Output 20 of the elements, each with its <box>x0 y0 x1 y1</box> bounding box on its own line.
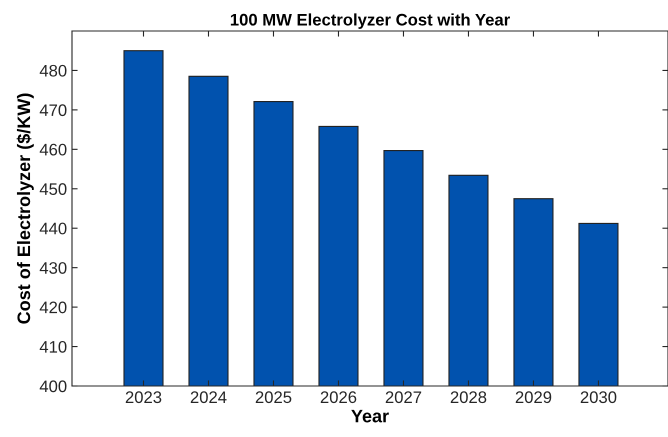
x-tick-label: 2029 <box>516 391 552 404</box>
x-tick-label: 2026 <box>320 391 356 404</box>
x-axis-title: Year <box>351 410 389 422</box>
x-tick-label: 2027 <box>386 391 422 404</box>
y-axis-title: Cost of Electrolyzer ($/KW) <box>16 94 34 324</box>
chart-title: 100 MW Electrolyzer Cost with Year <box>230 13 510 29</box>
y-tick-label: 420 <box>40 302 66 314</box>
y-tick-label: 430 <box>40 262 66 274</box>
x-tick-label: 2024 <box>190 391 227 404</box>
y-tick-label: 480 <box>40 64 66 77</box>
x-tick-label: 2023 <box>126 391 162 404</box>
y-tick-label: 460 <box>40 144 66 156</box>
x-tick-label: 2030 <box>580 391 616 404</box>
x-tick-label: 2028 <box>450 391 486 404</box>
y-tick-label: 440 <box>40 222 66 234</box>
y-tick-label: 410 <box>40 340 66 353</box>
y-tick-label: 400 <box>40 380 66 392</box>
y-tick-label: 450 <box>40 183 66 195</box>
y-tick-label: 470 <box>40 104 66 116</box>
x-tick-label: 2025 <box>256 391 292 404</box>
